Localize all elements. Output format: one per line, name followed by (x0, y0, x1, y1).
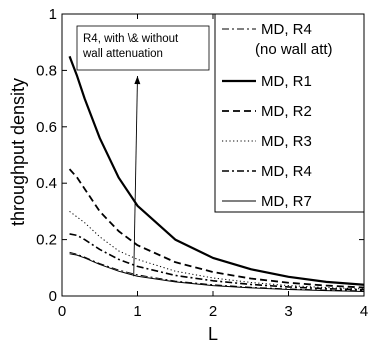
x-tick-label: 0 (58, 303, 66, 320)
annotation-arrow (133, 76, 138, 277)
legend-label-4: MD, R3 (261, 133, 312, 150)
annotation-box (76, 25, 210, 71)
legend-label-3: MD, R2 (261, 103, 312, 120)
y-tick-label: 0.8 (36, 62, 57, 79)
y-tick-label: 0.4 (36, 175, 57, 192)
annotation: R4, with \& without wall attenuation (76, 25, 210, 277)
series-line-2 (68, 55, 365, 286)
annotation-line-1: R4, with \& without (83, 33, 179, 45)
series-line-1 (69, 251, 365, 292)
legend-items: MD, R4 (no wall att) MD, R1 MD, R2 MD, R3 MD,… (222, 21, 333, 210)
annotation-line-2: wall attenuation (82, 48, 163, 60)
annotation-arrowhead (134, 76, 141, 85)
series-line-6 (69, 253, 365, 292)
y-tick-label: 1 (49, 6, 57, 23)
series-layer (68, 55, 365, 292)
legend-label-5: MD, R4 (261, 163, 312, 180)
y-axis-label: throughput density (8, 78, 28, 226)
y-tick-label: 0.2 (36, 232, 57, 249)
series-line-5 (69, 233, 365, 291)
x-tick-label: 1 (133, 303, 141, 320)
x-tick-label: 4 (360, 303, 368, 320)
x-tick-label: 2 (209, 303, 217, 320)
legend-label-6: MD, R7 (261, 193, 312, 210)
legend-box (214, 13, 365, 213)
tick-layer: 0 1 2 3 4 0 0.2 0.4 0.6 0.8 1 (36, 6, 368, 320)
x-tick-label: 3 (284, 303, 292, 320)
y-tick-label: 0 (49, 288, 57, 305)
series-line-3 (68, 168, 365, 289)
legend-label-1: MD, R4 (no wall att) (255, 21, 333, 58)
legend: MD, R4 (no wall att) MD, R1 MD, R2 MD, R3 MD,… (214, 13, 365, 213)
y-tick-label: 0.6 (36, 119, 57, 136)
legend-label-2: MD, R1 (261, 73, 312, 90)
x-axis-label: L (208, 324, 218, 344)
